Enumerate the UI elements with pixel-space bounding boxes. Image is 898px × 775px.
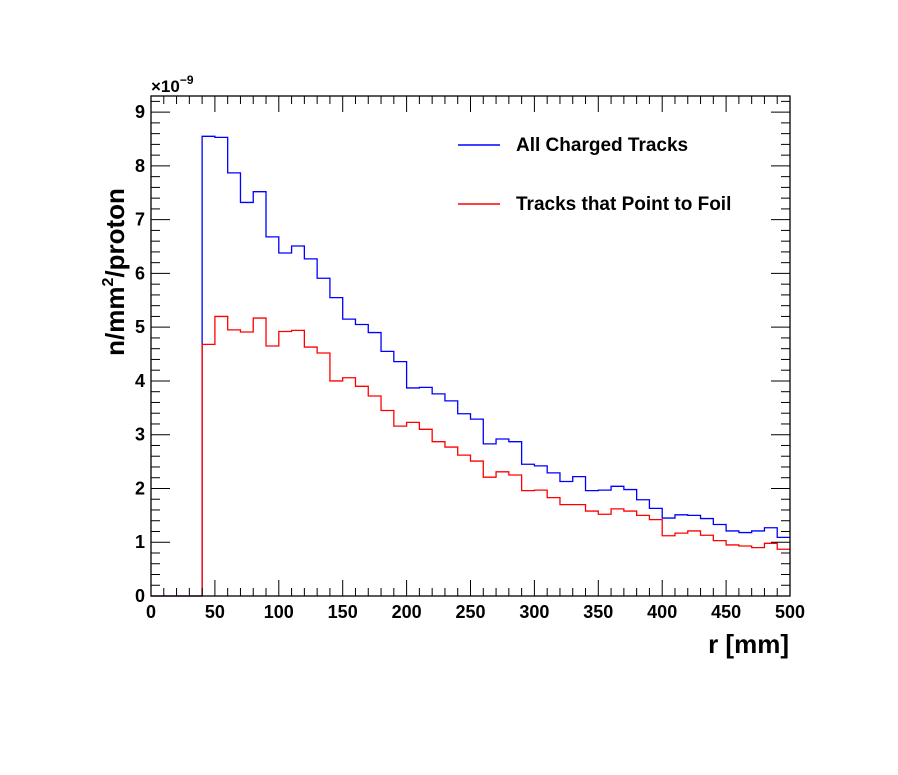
plot-frame bbox=[150, 95, 791, 597]
y-axis-title-main: n/mm bbox=[100, 287, 130, 356]
x-tick-label: 400 bbox=[647, 602, 677, 622]
y-tick-label: 2 bbox=[135, 478, 145, 498]
y-tick-label: 1 bbox=[135, 532, 145, 552]
y-tick-label: 3 bbox=[135, 425, 145, 445]
y-tick-label: 6 bbox=[135, 263, 145, 283]
y-tick-label: 8 bbox=[135, 156, 145, 176]
series-layer bbox=[151, 135, 790, 597]
y-axis-exponent-base: ×10 bbox=[151, 77, 180, 96]
x-tick-label: 350 bbox=[583, 602, 613, 622]
axis-layer: 0 50 100 150 200 250 300 350 400 450 500 0 1 2 3 4 5 6 7 8 9 bbox=[135, 96, 805, 622]
x-tick-label: 100 bbox=[264, 602, 294, 622]
y-tick-label: 4 bbox=[135, 371, 145, 391]
y-tick-label: 5 bbox=[135, 317, 145, 337]
x-tick-label: 250 bbox=[455, 602, 485, 622]
y-tick-label: 9 bbox=[135, 102, 145, 122]
y-axis-title-rest: /proton bbox=[100, 188, 130, 278]
series-line-tracks-that-point-to-foil bbox=[151, 315, 790, 597]
y-axis-exponent-power: −9 bbox=[180, 73, 194, 87]
x-tick-label: 0 bbox=[146, 602, 156, 622]
x-tick-label: 150 bbox=[328, 602, 358, 622]
legend-label-all-charged-tracks: All Charged Tracks bbox=[516, 135, 688, 156]
y-axis-title: n/mm2/proton bbox=[100, 188, 130, 356]
x-axis-title: r [mm] bbox=[708, 629, 789, 659]
y-axis-exponent: ×10−9 bbox=[151, 73, 194, 96]
y-tick-label: 7 bbox=[135, 210, 145, 230]
x-tick-label: 300 bbox=[519, 602, 549, 622]
x-tick-label: 50 bbox=[205, 602, 225, 622]
series-line-all-charged-tracks bbox=[151, 135, 790, 597]
x-tick-label: 500 bbox=[775, 602, 805, 622]
y-tick-label: 0 bbox=[135, 586, 145, 606]
x-tick-label: 200 bbox=[392, 602, 422, 622]
legend: All Charged Tracks Tracks that Point to … bbox=[458, 135, 731, 215]
x-tick-label: 450 bbox=[711, 602, 741, 622]
legend-label-tracks-that-point-to-foil: Tracks that Point to Foil bbox=[516, 194, 731, 215]
y-axis-title-superscript: 2 bbox=[100, 278, 117, 287]
